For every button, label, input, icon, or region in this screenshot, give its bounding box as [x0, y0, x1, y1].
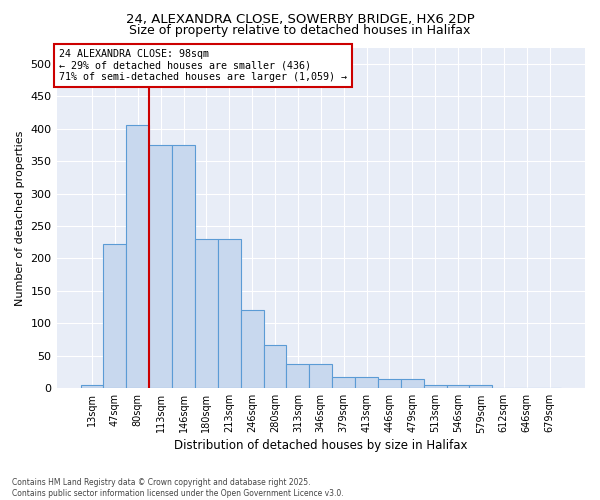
Bar: [401, 379, 424, 388]
Text: 24 ALEXANDRA CLOSE: 98sqm
← 29% of detached houses are smaller (436)
71% of semi: 24 ALEXANDRA CLOSE: 98sqm ← 29% of detac…: [59, 49, 347, 82]
Text: Size of property relative to detached houses in Halifax: Size of property relative to detached ho…: [130, 24, 470, 37]
Bar: [80, 385, 103, 388]
Bar: [310, 364, 332, 388]
Bar: [218, 239, 241, 388]
Bar: [332, 378, 355, 388]
Bar: [424, 385, 446, 388]
Bar: [469, 385, 493, 388]
Y-axis label: Number of detached properties: Number of detached properties: [15, 130, 25, 306]
Bar: [172, 145, 195, 388]
Bar: [195, 239, 218, 388]
Bar: [149, 145, 172, 388]
Text: 24, ALEXANDRA CLOSE, SOWERBY BRIDGE, HX6 2DP: 24, ALEXANDRA CLOSE, SOWERBY BRIDGE, HX6…: [125, 12, 475, 26]
Bar: [286, 364, 310, 388]
Bar: [446, 385, 469, 388]
X-axis label: Distribution of detached houses by size in Halifax: Distribution of detached houses by size …: [174, 440, 467, 452]
Bar: [103, 244, 127, 388]
Bar: [355, 378, 378, 388]
Bar: [127, 126, 149, 388]
Text: Contains HM Land Registry data © Crown copyright and database right 2025.
Contai: Contains HM Land Registry data © Crown c…: [12, 478, 344, 498]
Bar: [263, 345, 286, 389]
Bar: [241, 310, 263, 388]
Bar: [378, 379, 401, 388]
